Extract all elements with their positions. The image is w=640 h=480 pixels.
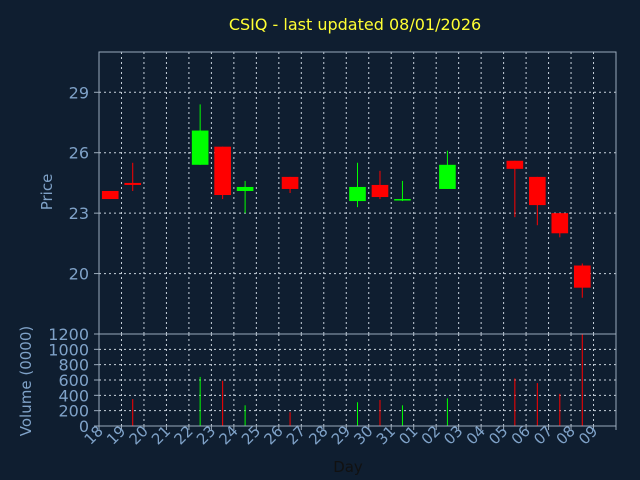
price-tick-label: 23 — [69, 204, 89, 223]
volume-axis-label: Volume (0000) — [17, 326, 35, 436]
volume-tick-label: 600 — [58, 371, 89, 390]
plot-frames — [98, 51, 617, 427]
candle-body — [371, 184, 389, 198]
volume-tick-label: 0 — [79, 417, 89, 436]
price-axis-label: Price — [38, 174, 56, 211]
candle-body — [101, 190, 119, 200]
price-tick-label: 26 — [69, 144, 89, 163]
candle-body — [529, 176, 546, 206]
candle-body — [236, 186, 254, 191]
price-y-ticks: 20 23 26 29 — [69, 83, 99, 284]
candle-body — [214, 146, 231, 196]
volume-tick-label: 1000 — [48, 340, 89, 359]
volume-tick-label: 400 — [58, 386, 89, 405]
price-tick-label: 29 — [69, 83, 89, 102]
candles — [101, 104, 591, 298]
x-axis-label: Day — [333, 458, 363, 476]
candle-body — [439, 164, 456, 189]
volume-panel-frame — [98, 333, 617, 427]
candle-body — [281, 176, 299, 189]
volume-tick-label: 800 — [58, 356, 89, 375]
price-grid — [99, 52, 616, 334]
volume-grid — [99, 334, 616, 426]
chart-title: CSIQ - last updated 08/01/2026 — [229, 15, 481, 34]
volume-bars — [132, 334, 583, 426]
candle-body — [551, 213, 569, 234]
candle-body — [573, 265, 591, 288]
candle-body — [394, 199, 411, 201]
volume-tick-label: 200 — [58, 402, 89, 421]
price-tick-label: 20 — [69, 265, 89, 284]
candle-body — [191, 130, 209, 165]
volume-tick-label: 1200 — [48, 325, 89, 344]
candle-body — [506, 160, 524, 169]
candle-body — [349, 186, 366, 202]
candle-body — [124, 182, 142, 185]
